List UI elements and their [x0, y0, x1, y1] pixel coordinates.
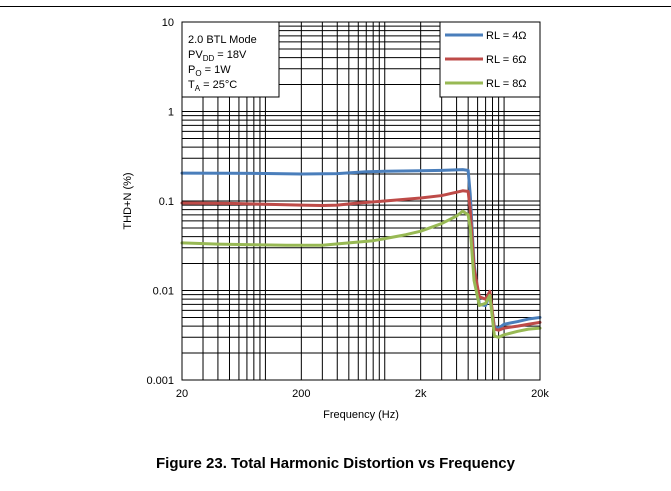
legend: RL = 4Ω RL = 6Ω RL = 8Ω [439, 21, 541, 98]
legend-label-3: RL = 8Ω [486, 78, 527, 90]
y-tick-label: 0.001 [146, 375, 174, 387]
y-tick-label: 1 [168, 107, 174, 119]
test-condition-line: 2.0 BTL Mode [188, 34, 257, 46]
test-condition-line: PO = 1W [188, 64, 231, 78]
y-tick-label: 0.01 [153, 286, 174, 298]
x-tick-label: 2k [415, 388, 427, 400]
x-tick-label: 20 [176, 388, 188, 400]
series-line-1 [180, 168, 542, 330]
figure-caption: Figure 23. Total Harmonic Distortion vs … [156, 455, 515, 472]
test-conditions-frame [181, 21, 280, 98]
y-tick-label: 10 [162, 17, 174, 29]
legend-label-2: RL = 6Ω [486, 54, 527, 66]
test-condition-line: PVDD = 18V [188, 49, 247, 63]
test-condition-line: TA = 25°C [188, 79, 237, 93]
x-tick-label: 200 [292, 388, 310, 400]
x-tick-label: 20k [531, 388, 549, 400]
series-lines [180, 168, 542, 339]
series-line-2 [180, 189, 542, 332]
y-tick-labels: 0.001 0.01 0.1 1 10 [146, 17, 174, 387]
y-tick-label: 0.1 [159, 196, 174, 208]
series-line-3 [180, 209, 542, 339]
y-axis-title: THD+N (%) [122, 172, 134, 229]
plot-frame [181, 21, 541, 381]
top-rule [0, 6, 671, 7]
x-tick-labels: 20 200 2k 20k [176, 388, 549, 400]
legend-label-1: RL = 4Ω [486, 30, 527, 42]
x-axis-title: Frequency (Hz) [323, 409, 399, 421]
